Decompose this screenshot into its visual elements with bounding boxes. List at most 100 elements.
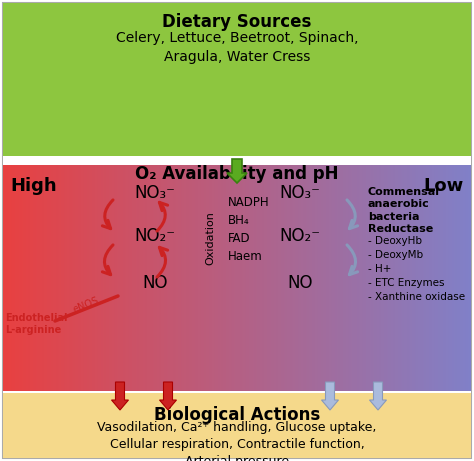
Bar: [50, 156, 52, 391]
Bar: [370, 156, 372, 391]
Bar: [438, 156, 440, 391]
Text: O₂ Availability and pH: O₂ Availability and pH: [135, 165, 339, 183]
Bar: [97, 156, 99, 391]
Bar: [86, 156, 88, 391]
Bar: [16, 156, 18, 391]
Bar: [207, 156, 210, 391]
Bar: [196, 156, 199, 391]
FancyArrow shape: [159, 382, 176, 410]
Bar: [126, 156, 128, 391]
Bar: [201, 156, 203, 391]
Bar: [329, 156, 331, 391]
Bar: [348, 156, 350, 391]
Bar: [212, 156, 214, 391]
Bar: [214, 156, 216, 391]
Bar: [178, 156, 180, 391]
Bar: [132, 156, 135, 391]
Bar: [210, 156, 212, 391]
Bar: [179, 156, 182, 391]
Bar: [323, 156, 325, 391]
Bar: [92, 156, 94, 391]
Bar: [383, 156, 386, 391]
Bar: [313, 156, 316, 391]
Bar: [139, 156, 141, 391]
Bar: [110, 156, 113, 391]
Bar: [58, 156, 60, 391]
Bar: [80, 156, 82, 391]
Bar: [73, 156, 75, 391]
Text: Celery, Lettuce, Beetroot, Spinach,
Aragula, Water Cress: Celery, Lettuce, Beetroot, Spinach, Arag…: [116, 31, 358, 65]
Bar: [190, 156, 192, 391]
Bar: [51, 156, 54, 391]
Bar: [265, 156, 267, 391]
Bar: [70, 156, 72, 391]
Bar: [428, 156, 429, 391]
Bar: [410, 156, 412, 391]
FancyArrow shape: [111, 382, 128, 410]
Bar: [55, 156, 56, 391]
Bar: [220, 156, 222, 391]
Bar: [195, 156, 197, 391]
Bar: [292, 156, 294, 391]
Bar: [394, 156, 397, 391]
Bar: [318, 156, 320, 391]
Bar: [146, 156, 148, 391]
Bar: [123, 156, 125, 391]
Bar: [443, 156, 445, 391]
Text: NO₂⁻: NO₂⁻: [280, 227, 320, 245]
Bar: [300, 156, 301, 391]
Bar: [67, 156, 69, 391]
Bar: [125, 156, 127, 391]
Bar: [335, 156, 337, 391]
Bar: [72, 156, 73, 391]
Bar: [418, 156, 420, 391]
Bar: [62, 156, 64, 391]
Bar: [267, 156, 269, 391]
Bar: [81, 156, 83, 391]
Bar: [95, 156, 97, 391]
Bar: [413, 156, 415, 391]
Bar: [34, 156, 36, 391]
Bar: [215, 156, 217, 391]
Bar: [463, 156, 465, 391]
Bar: [364, 156, 365, 391]
Bar: [137, 156, 139, 391]
Text: Vasodilation, Ca²⁺ handling, Glucose uptake,
Cellular respiration, Contractile f: Vasodilation, Ca²⁺ handling, Glucose upt…: [97, 421, 377, 461]
Bar: [359, 156, 361, 391]
Bar: [307, 156, 309, 391]
Bar: [387, 156, 389, 391]
Bar: [368, 156, 370, 391]
Bar: [409, 156, 410, 391]
Bar: [328, 156, 329, 391]
Bar: [259, 156, 261, 391]
Bar: [189, 156, 191, 391]
Bar: [39, 156, 41, 391]
Bar: [430, 156, 432, 391]
Bar: [232, 156, 234, 391]
FancyArrow shape: [321, 382, 338, 410]
Text: - Xanthine oxidase: - Xanthine oxidase: [368, 292, 465, 302]
Bar: [200, 156, 201, 391]
Bar: [270, 156, 272, 391]
Bar: [246, 156, 248, 391]
Bar: [159, 156, 161, 391]
Bar: [69, 156, 71, 391]
Bar: [457, 156, 459, 391]
Bar: [405, 156, 408, 391]
Bar: [381, 156, 383, 391]
Bar: [89, 156, 91, 391]
Bar: [134, 156, 136, 391]
Bar: [170, 156, 172, 391]
Bar: [98, 156, 100, 391]
Bar: [338, 156, 340, 391]
Bar: [324, 156, 327, 391]
Bar: [151, 156, 153, 391]
Bar: [29, 156, 32, 391]
Bar: [128, 156, 130, 391]
Bar: [416, 156, 419, 391]
Bar: [8, 156, 10, 391]
Bar: [301, 156, 303, 391]
Bar: [217, 156, 219, 391]
Bar: [399, 156, 401, 391]
Bar: [115, 156, 118, 391]
